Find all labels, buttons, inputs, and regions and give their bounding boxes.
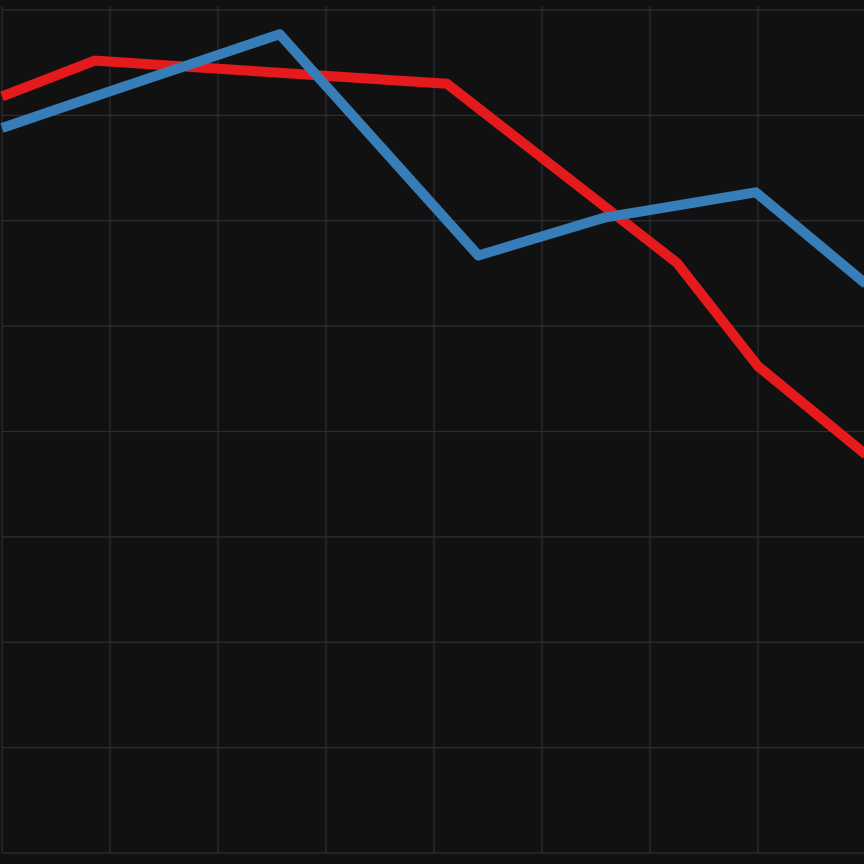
series-group [0,29,864,459]
grid [1,6,864,854]
series-line-2 [0,29,864,288]
series-line-1 [0,55,864,459]
